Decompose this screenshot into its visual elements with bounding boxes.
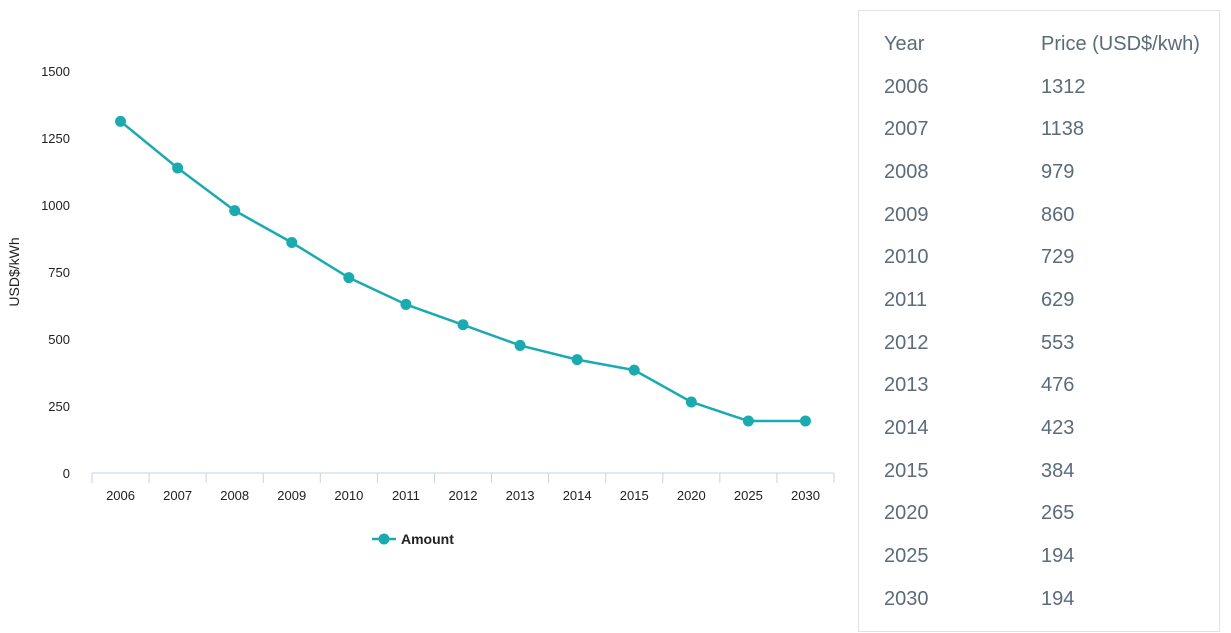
cell-year: 2011 — [884, 288, 928, 311]
table-row: 2010 729 — [884, 236, 1200, 279]
header-year: Year — [884, 32, 925, 55]
x-tick-label: 2008 — [220, 488, 249, 503]
table-row: 2013 476 — [884, 365, 1200, 408]
y-tick-label: 0 — [63, 466, 70, 481]
table-row: 2007 1138 — [884, 108, 1200, 151]
cell-price: 860 — [1041, 203, 1075, 226]
table-row: 2009 860 — [884, 194, 1200, 237]
cell-year: 2030 — [884, 587, 929, 610]
data-point[interactable] — [343, 272, 355, 284]
table-row: 2015 384 — [884, 450, 1200, 493]
x-tick-label: 2007 — [163, 488, 192, 503]
cell-price: 265 — [1041, 502, 1075, 525]
data-table-panel: Year Price (USD$/kwh) 2006 1312 2007 1138 20… — [858, 10, 1220, 632]
legend-label: Amount — [401, 531, 454, 547]
data-point[interactable] — [400, 298, 412, 310]
cell-price: 1312 — [1041, 75, 1086, 98]
series-amount — [115, 115, 811, 427]
data-point[interactable] — [286, 237, 298, 249]
cell-price: 476 — [1041, 374, 1075, 397]
y-tick-label: 750 — [48, 265, 70, 280]
cell-price: 194 — [1041, 587, 1075, 610]
legend[interactable]: Amount — [372, 531, 454, 547]
table-header-row: Year Price (USD$/kwh) — [884, 23, 1200, 66]
data-point[interactable] — [685, 396, 697, 408]
x-tick-label: 2006 — [106, 488, 135, 503]
cell-year: 2012 — [884, 331, 929, 354]
x-tick-label: 2010 — [334, 488, 363, 503]
y-tick-label: 1250 — [41, 131, 70, 146]
cell-price: 729 — [1041, 246, 1075, 269]
cell-year: 2020 — [884, 502, 929, 525]
x-tick-label: 2025 — [734, 488, 763, 503]
price-table: Year Price (USD$/kwh) 2006 1312 2007 1138 20… — [884, 23, 1200, 621]
header-price: Price (USD$/kwh) — [1041, 32, 1200, 55]
cell-price: 553 — [1041, 331, 1075, 354]
cell-year: 2015 — [884, 459, 929, 482]
y-axis-title: USD$/kWh — [6, 237, 22, 306]
table-row: 2008 979 — [884, 151, 1200, 194]
cell-price: 194 — [1041, 545, 1075, 568]
table-row: 2012 553 — [884, 322, 1200, 365]
x-axis: 2006 2007 2008 2009 2010 2011 2012 2013 2014 2015… — [91, 472, 835, 503]
table-row: 2030 194 — [884, 578, 1200, 621]
cell-year: 2009 — [884, 203, 929, 226]
x-tick-label: 2011 — [392, 488, 420, 503]
data-point[interactable] — [514, 339, 526, 351]
table-row: 2006 1312 — [884, 66, 1200, 109]
cell-year: 2010 — [884, 246, 929, 269]
table-row: 2025 194 — [884, 535, 1200, 578]
x-tick-label: 2013 — [506, 488, 535, 503]
cell-price: 1138 — [1041, 118, 1085, 141]
cell-year: 2013 — [884, 374, 929, 397]
x-tick-label: 2012 — [449, 488, 478, 503]
x-tick-label: 2009 — [277, 488, 306, 503]
cell-price: 979 — [1041, 160, 1075, 183]
x-tick-label: 2020 — [677, 488, 706, 503]
cell-year: 2008 — [884, 160, 929, 183]
data-point[interactable] — [229, 205, 241, 217]
y-tick-label: 1000 — [41, 198, 70, 213]
cell-price: 384 — [1041, 459, 1075, 482]
series-line — [119, 120, 806, 423]
cell-year: 2014 — [884, 417, 929, 440]
cell-price: 423 — [1041, 417, 1075, 440]
line-chart: 0 250 500 750 1000 1250 1500 2006 2007 2008 2009 2… — [6, 64, 835, 547]
table-body: 2006 1312 2007 1138 2008 979 2009 860 2010 729 201… — [884, 66, 1200, 621]
table-row: 2014 423 — [884, 407, 1200, 450]
table-row: 2011 629 — [884, 279, 1200, 322]
y-tick-label: 1500 — [41, 64, 70, 79]
y-tick-label: 500 — [48, 332, 70, 347]
y-tick-label: 250 — [48, 399, 70, 414]
data-point[interactable] — [628, 364, 640, 376]
data-point[interactable] — [799, 415, 811, 427]
x-tick-label: 2030 — [791, 488, 820, 503]
data-point[interactable] — [571, 354, 583, 366]
legend-dot-marker — [378, 533, 390, 545]
cell-price: 629 — [1041, 288, 1075, 311]
y-axis: 0 250 500 750 1000 1250 1500 — [41, 64, 70, 481]
cell-year: 2007 — [884, 118, 929, 141]
data-point[interactable] — [172, 162, 184, 174]
data-point[interactable] — [115, 115, 127, 127]
data-point[interactable] — [742, 415, 754, 427]
cell-year: 2006 — [884, 75, 929, 98]
x-tick-label: 2014 — [563, 488, 592, 503]
table-row: 2020 265 — [884, 493, 1200, 536]
data-point[interactable] — [457, 319, 469, 331]
x-tick-label: 2015 — [620, 488, 649, 503]
cell-year: 2025 — [884, 545, 929, 568]
